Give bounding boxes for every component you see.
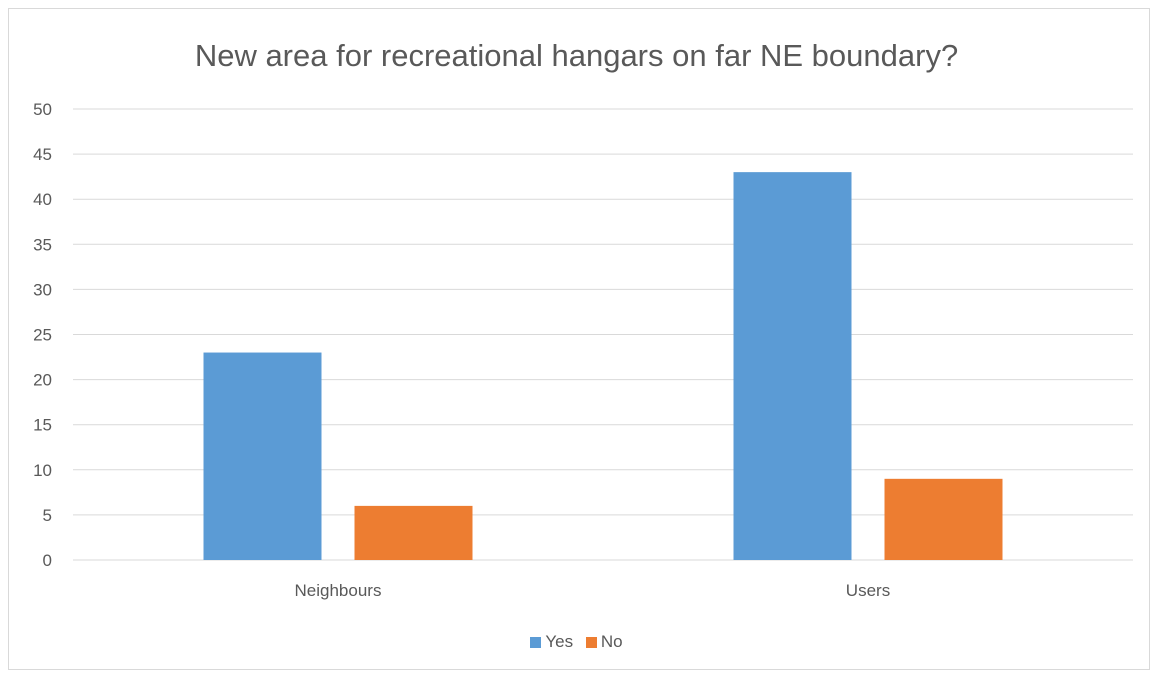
- bar-users-yes: [733, 172, 852, 560]
- legend-label-yes: Yes: [545, 632, 574, 651]
- y-tick-label-20: 20: [33, 371, 52, 390]
- x-category-label-users: Users: [846, 581, 890, 600]
- y-tick-label-50: 50: [33, 100, 52, 119]
- y-tick-label-30: 30: [33, 280, 52, 299]
- bar-users-no: [884, 478, 1003, 560]
- bar-neighbours-yes: [203, 352, 322, 560]
- y-tick-label-45: 45: [33, 145, 52, 164]
- legend-item-no: No: [585, 632, 623, 652]
- legend: Yes No: [0, 632, 1153, 653]
- chart-title: New area for recreational hangars on far…: [194, 38, 959, 73]
- y-tick-label-35: 35: [33, 235, 52, 254]
- y-tick-label-40: 40: [33, 190, 52, 209]
- x-category-label-neighbours: Neighbours: [295, 581, 382, 600]
- y-tick-label-25: 25: [33, 326, 52, 345]
- y-tick-label-5: 5: [43, 506, 52, 525]
- legend-swatch-no: [585, 636, 597, 648]
- legend-label-no: No: [600, 632, 623, 651]
- y-tick-label-10: 10: [33, 461, 52, 480]
- bar-neighbours-no: [354, 505, 473, 560]
- legend-swatch-yes: [530, 636, 542, 648]
- y-tick-label-0: 0: [43, 551, 52, 570]
- y-tick-label-15: 15: [33, 416, 52, 435]
- legend-item-yes: Yes: [530, 632, 573, 652]
